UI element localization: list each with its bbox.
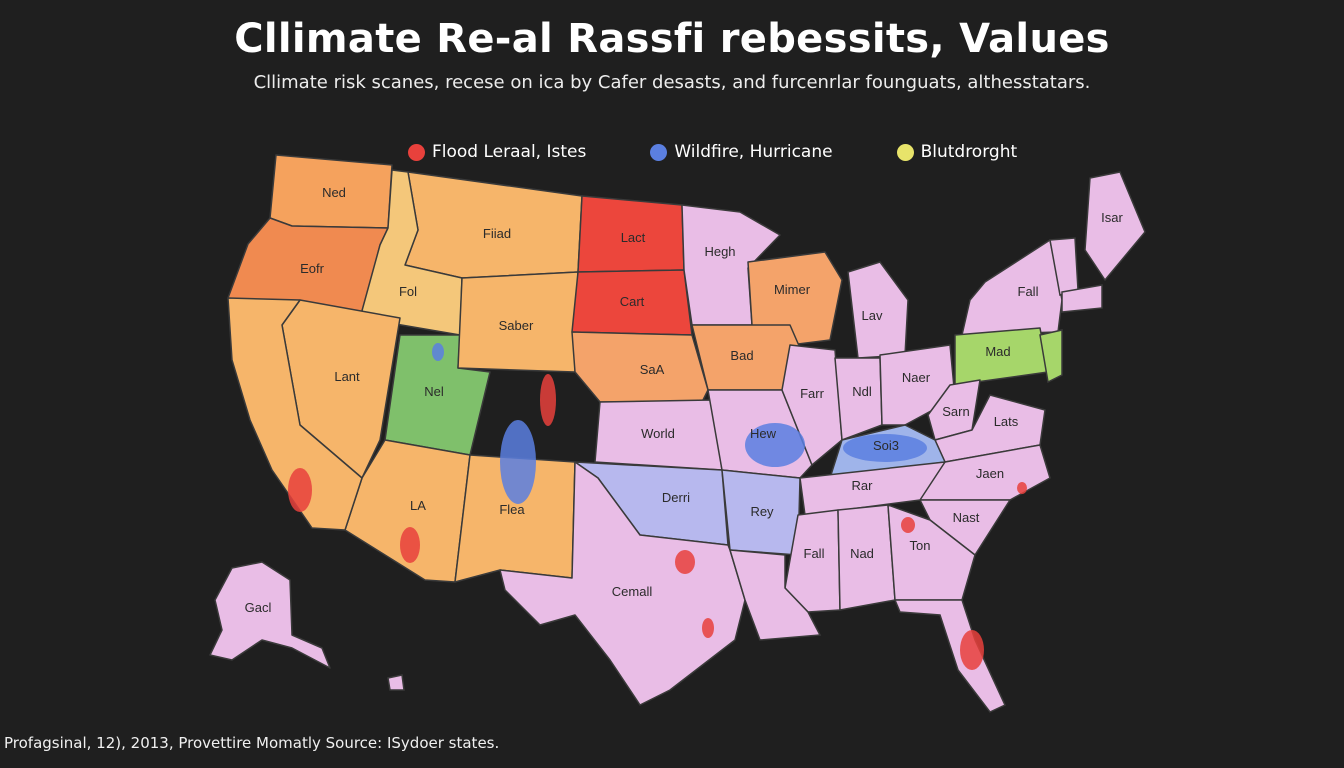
label-iowa: Bad xyxy=(730,348,753,363)
label-tennessee: Rar xyxy=(852,478,874,493)
label-arizona: LA xyxy=(410,498,426,513)
legend-swatch-flood xyxy=(408,143,425,161)
page-title: Cllimate Re-al Rassfi rebessits, Values xyxy=(234,16,1110,62)
flood-zone-california xyxy=(288,468,312,512)
label-utah: Nel xyxy=(424,384,444,399)
label-north-carolina: Jaen xyxy=(976,466,1004,481)
region-texas[interactable] xyxy=(499,461,746,706)
region-california[interactable] xyxy=(227,297,363,531)
label-pennsylvania: Mad xyxy=(985,344,1010,359)
flood-zone-florida xyxy=(960,630,984,670)
label-oklahoma: Derri xyxy=(662,490,690,505)
label-maine: Isar xyxy=(1101,210,1123,225)
region-labels: Ned Eofr Fiiad Fol Lant Nel Saber Lact C… xyxy=(245,185,1124,615)
legend-item-flood: Flood Leraal, Istes xyxy=(408,142,586,162)
label-ohio: Naer xyxy=(902,370,931,385)
region-michigan[interactable] xyxy=(847,261,909,359)
label-kansas: World xyxy=(641,426,675,441)
flood-zone-louisiana xyxy=(702,618,714,638)
flood-zone-carolina xyxy=(1017,482,1027,494)
label-minnesota: Hegh xyxy=(704,244,735,259)
legend-item-drought: Blutdrorght xyxy=(896,142,1018,162)
label-kentucky: Soi3 xyxy=(873,438,899,453)
wildfire-zone-utah xyxy=(432,343,444,361)
region-maine[interactable] xyxy=(1084,171,1146,281)
label-west-virginia: Sarn xyxy=(942,404,969,419)
label-nevada: Lant xyxy=(334,369,360,384)
region-new-york[interactable] xyxy=(961,239,1063,336)
label-virginia: Lats xyxy=(994,414,1019,429)
label-illinois: Farr xyxy=(800,386,825,401)
flood-zone-georgia xyxy=(901,517,915,533)
label-georgia: Ton xyxy=(910,538,931,553)
region-alaska[interactable] xyxy=(209,561,331,669)
region-hawaii[interactable] xyxy=(387,674,405,691)
label-montana: Fiiad xyxy=(483,226,511,241)
flood-zone-texas xyxy=(675,550,695,574)
label-alabama: Nad xyxy=(850,546,874,561)
label-michigan: Lav xyxy=(862,308,883,323)
region-massachusetts[interactable] xyxy=(1061,284,1103,313)
source-footer: Profagsinal, 12), 2013, Provettire Momat… xyxy=(4,734,500,752)
region-indiana[interactable] xyxy=(834,357,883,441)
legend-swatch-drought xyxy=(896,143,914,161)
map-legend: Flood Leraal, Istes Wildfire, Hurricane … xyxy=(408,140,1017,164)
hazard-overlays xyxy=(288,343,1027,670)
label-nebraska: SaA xyxy=(640,362,665,377)
legend-item-wildfire: Wildfire, Hurricane xyxy=(650,142,833,162)
region-louisiana[interactable] xyxy=(728,549,822,641)
label-south-carolina: Nast xyxy=(953,510,980,525)
region-illinois[interactable] xyxy=(781,344,843,466)
label-wyoming: Saber xyxy=(499,318,534,333)
wildfire-zone-kentucky xyxy=(843,434,927,462)
label-arkansas: Rey xyxy=(750,504,774,519)
region-florida[interactable] xyxy=(893,599,1006,713)
label-idaho: Fol xyxy=(399,284,417,299)
region-mississippi[interactable] xyxy=(784,509,841,613)
label-oregon: Eofr xyxy=(300,261,325,276)
label-south-dakota: Cart xyxy=(620,294,645,309)
label-mississippi: Fall xyxy=(804,546,825,561)
label-new-mexico: Flea xyxy=(499,502,525,517)
region-montana[interactable] xyxy=(404,171,583,279)
label-wisconsin: Mimer xyxy=(774,282,811,297)
flood-zone-colorado xyxy=(540,374,556,426)
legend-label-wildfire: Wildfire, Hurricane xyxy=(674,142,833,162)
legend-label-flood: Flood Leraal, Istes xyxy=(432,142,587,162)
label-north-dakota: Lact xyxy=(621,230,646,245)
label-missouri: Hew xyxy=(750,426,777,441)
page-subtitle: Cllimate risk scanes, recese on ica by C… xyxy=(253,72,1091,93)
legend-label-drought: Blutdrorght xyxy=(920,142,1018,162)
region-new-jersey[interactable] xyxy=(1039,329,1063,384)
label-indiana: Ndl xyxy=(852,384,872,399)
label-new-york: Fall xyxy=(1018,284,1039,299)
label-washington: Ned xyxy=(322,185,346,200)
legend-swatch-wildfire xyxy=(650,143,668,161)
label-texas: Cemall xyxy=(612,584,653,599)
wildfire-zone-colorado xyxy=(500,420,536,504)
flood-zone-arizona xyxy=(400,527,420,563)
wildfire-zone-missouri xyxy=(745,423,805,467)
label-alaska: Gacl xyxy=(245,600,272,615)
